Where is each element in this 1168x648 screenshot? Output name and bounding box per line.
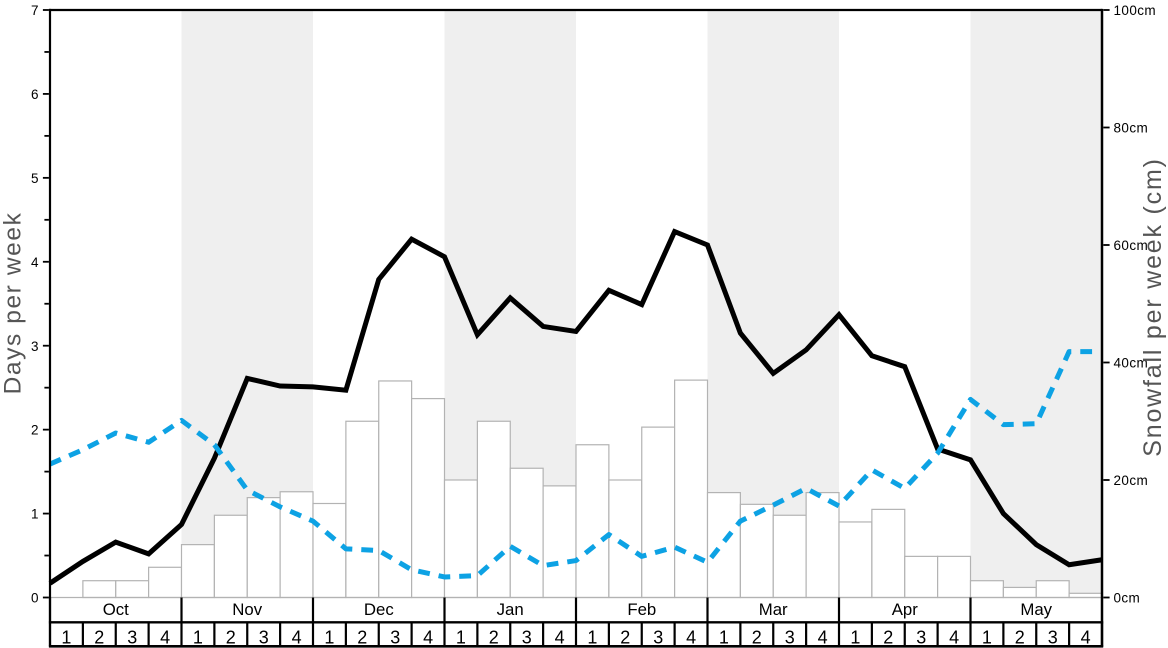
svg-text:1: 1 [31, 507, 39, 522]
svg-text:4: 4 [555, 627, 565, 647]
svg-text:4: 4 [1081, 627, 1091, 647]
svg-text:1: 1 [193, 627, 203, 647]
svg-text:4: 4 [292, 627, 302, 647]
svg-text:3: 3 [653, 627, 663, 647]
svg-text:5: 5 [31, 171, 39, 186]
svg-text:2: 2 [357, 627, 367, 647]
svg-text:2: 2 [620, 627, 630, 647]
svg-text:2: 2 [1015, 627, 1025, 647]
svg-text:Snowfall per week (cm): Snowfall per week (cm) [1139, 157, 1167, 456]
svg-text:2: 2 [94, 627, 104, 647]
svg-text:3: 3 [127, 627, 137, 647]
svg-text:Mar: Mar [759, 600, 788, 619]
svg-text:6: 6 [31, 87, 39, 102]
svg-text:3: 3 [916, 627, 926, 647]
svg-text:Apr: Apr [892, 600, 919, 619]
svg-text:3: 3 [390, 627, 400, 647]
svg-text:Nov: Nov [232, 600, 262, 619]
svg-text:2: 2 [752, 627, 762, 647]
svg-text:May: May [1020, 600, 1052, 619]
svg-text:4: 4 [31, 255, 39, 270]
svg-text:3: 3 [522, 627, 532, 647]
svg-text:0: 0 [31, 591, 39, 606]
svg-text:1: 1 [61, 627, 71, 647]
svg-text:4: 4 [686, 627, 696, 647]
svg-text:4: 4 [160, 627, 170, 647]
svg-text:1: 1 [719, 627, 729, 647]
svg-text:Jan: Jan [497, 600, 524, 619]
svg-text:Feb: Feb [627, 600, 656, 619]
svg-text:1: 1 [587, 627, 597, 647]
svg-text:2: 2 [226, 627, 236, 647]
svg-text:2: 2 [31, 423, 39, 438]
svg-text:3: 3 [31, 339, 39, 354]
svg-text:80cm: 80cm [1114, 121, 1149, 136]
svg-text:7: 7 [31, 3, 39, 18]
svg-text:3: 3 [1048, 627, 1058, 647]
svg-text:2: 2 [883, 627, 893, 647]
svg-text:1: 1 [982, 627, 992, 647]
svg-text:Oct: Oct [103, 600, 129, 619]
svg-text:4: 4 [949, 627, 959, 647]
svg-text:4: 4 [818, 627, 828, 647]
svg-text:1: 1 [324, 627, 334, 647]
svg-text:60cm: 60cm [1114, 238, 1149, 253]
svg-text:1: 1 [850, 627, 860, 647]
svg-text:Days per week: Days per week [0, 212, 26, 395]
svg-text:3: 3 [785, 627, 795, 647]
svg-text:Dec: Dec [364, 600, 394, 619]
svg-text:0cm: 0cm [1114, 591, 1141, 606]
svg-text:40cm: 40cm [1114, 356, 1149, 371]
svg-text:3: 3 [259, 627, 269, 647]
svg-text:4: 4 [423, 627, 433, 647]
svg-text:1: 1 [456, 627, 466, 647]
svg-text:100cm: 100cm [1114, 3, 1157, 18]
svg-text:2: 2 [489, 627, 499, 647]
svg-text:20cm: 20cm [1114, 473, 1149, 488]
